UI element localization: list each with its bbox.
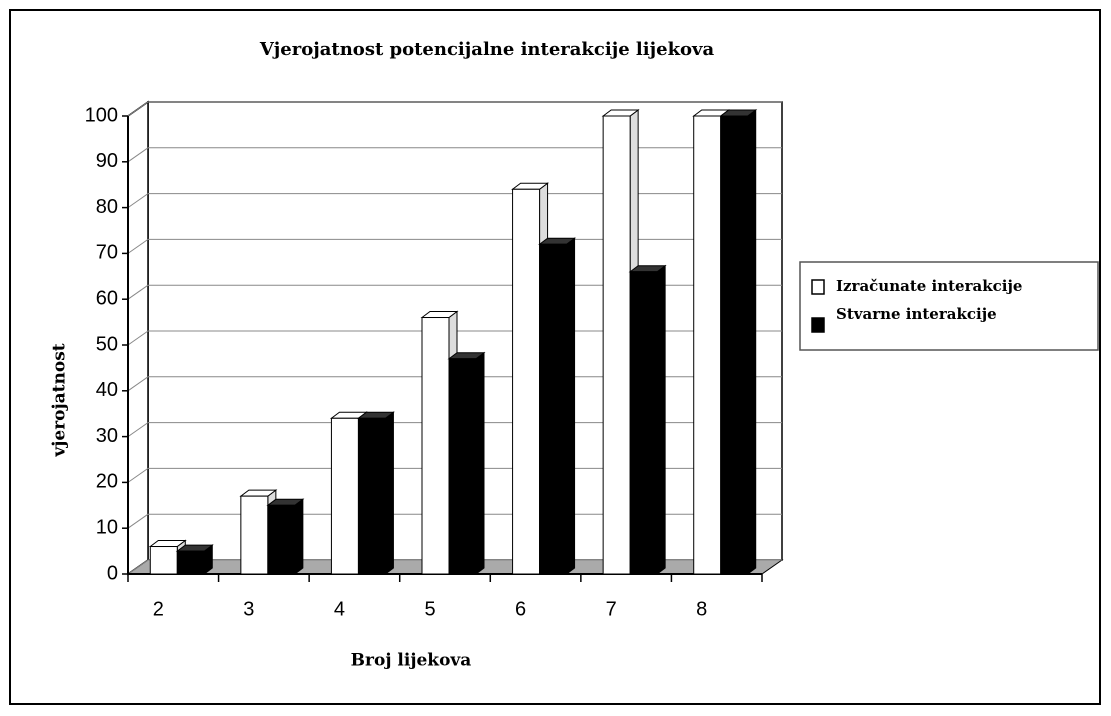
legend-label: Izračunate interakcije — [836, 277, 1022, 295]
bar-side — [384, 411, 394, 575]
bar — [629, 271, 658, 575]
bar — [267, 504, 296, 575]
y-tick-label: 20 — [96, 471, 118, 493]
bar — [539, 243, 568, 575]
grid-line — [127, 193, 149, 209]
bar — [240, 495, 269, 575]
y-tick-label: 10 — [96, 516, 118, 538]
y-tick-label: 70 — [96, 242, 118, 264]
x-tick-label: 2 — [153, 598, 164, 620]
y-tick-label: 50 — [96, 333, 118, 355]
grid-line — [127, 101, 149, 117]
x-tick-label: 6 — [515, 598, 526, 620]
bar-side — [294, 498, 304, 575]
legend-swatch — [811, 279, 825, 295]
legend-swatch — [811, 317, 825, 333]
y-tick-label: 0 — [107, 562, 118, 584]
chart-title: Vjerojatnost potencijalne interakcije li… — [259, 39, 715, 60]
y-tick-label: 30 — [96, 425, 118, 447]
grid-line — [127, 467, 149, 483]
y-tick-label: 80 — [96, 196, 118, 218]
grid-line — [127, 559, 149, 575]
grid-line — [127, 376, 149, 392]
grid-line — [127, 422, 149, 438]
bar-side — [475, 351, 485, 575]
bar — [357, 417, 386, 575]
bar — [149, 546, 178, 575]
bar — [421, 317, 450, 575]
x-axis-label: Broj lijekova — [351, 651, 472, 671]
y-axis-label: vjerojatnost — [50, 343, 70, 457]
y-tick-label: 60 — [96, 287, 118, 309]
grid-line — [127, 238, 149, 254]
bar — [693, 115, 722, 575]
x-tick-label: 7 — [606, 598, 617, 620]
x-tick-label: 5 — [424, 598, 435, 620]
x-tick-label: 4 — [334, 598, 345, 620]
legend — [799, 261, 1099, 351]
bar — [602, 115, 631, 575]
x-tick-label: 8 — [696, 598, 707, 620]
bar-side — [656, 264, 666, 575]
grid-line — [127, 330, 149, 346]
bar — [720, 115, 749, 575]
bar — [448, 358, 477, 575]
y-tick-label: 100 — [85, 104, 118, 126]
bar-side — [747, 109, 757, 575]
x-tick-label: 3 — [243, 598, 254, 620]
grid-line — [127, 513, 149, 529]
grid-line — [127, 147, 149, 163]
bar-side — [566, 237, 576, 575]
y-tick-label: 40 — [96, 379, 118, 401]
bar — [176, 550, 205, 575]
legend-label: Stvarne interakcije — [836, 305, 997, 323]
y-tick-label: 90 — [96, 150, 118, 172]
grid-line — [127, 284, 149, 300]
bar — [330, 417, 359, 575]
bar — [512, 188, 541, 575]
